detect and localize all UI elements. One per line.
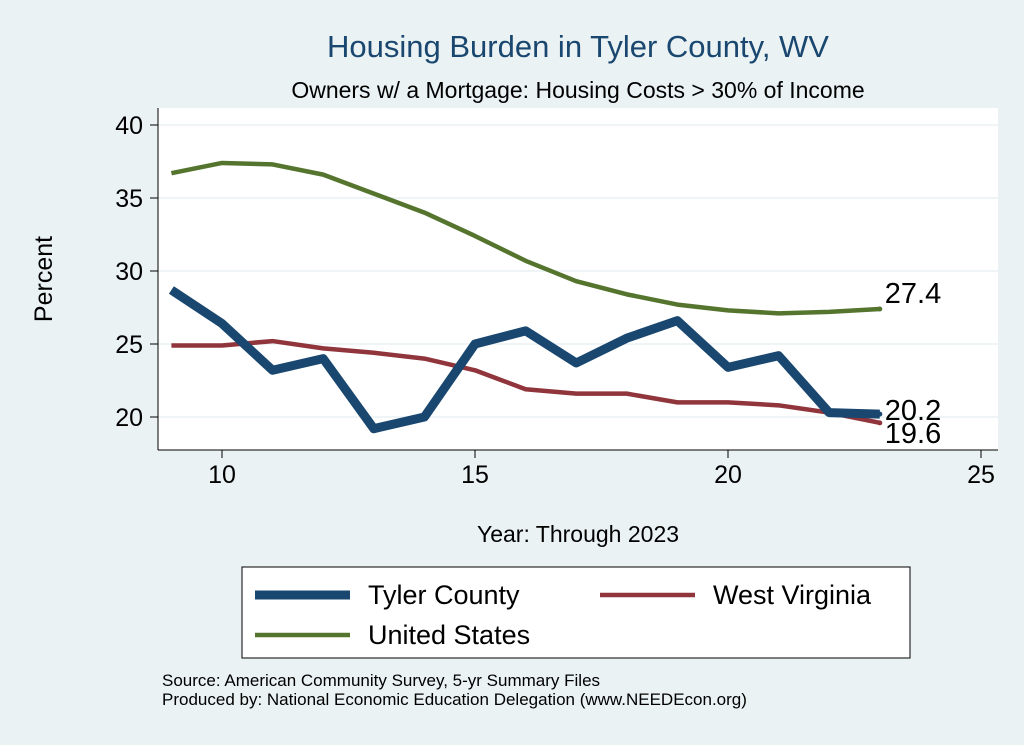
x-axis-label: Year: Through 2023	[477, 521, 679, 547]
chart-title: Housing Burden in Tyler County, WV	[327, 29, 829, 64]
end-value-label: 19.6	[885, 418, 941, 450]
legend-label: United States	[368, 620, 530, 650]
end-point	[877, 411, 883, 417]
y-tick-label: 30	[115, 258, 143, 286]
y-tick-label: 35	[115, 185, 143, 213]
x-tick-label: 15	[461, 461, 489, 489]
source-note: Source: American Community Survey, 5-yr …	[162, 671, 601, 690]
y-axis-label: Percent	[30, 236, 58, 322]
series-line-tyler-county	[168, 286, 880, 434]
x-tick-label: 20	[714, 461, 742, 489]
y-tick-label: 40	[115, 112, 143, 140]
x-tick-label: 25	[967, 461, 995, 489]
chart-subtitle: Owners w/ a Mortgage: Housing Costs > 30…	[291, 77, 864, 103]
end-point	[877, 420, 883, 426]
end-point	[877, 306, 883, 312]
end-value-label: 20.2	[885, 395, 941, 427]
producer-note: Produced by: National Economic Education…	[162, 690, 747, 709]
plot-area	[158, 108, 998, 450]
y-tick-label: 20	[115, 404, 143, 432]
legend-box	[241, 566, 911, 659]
y-tick-label: 25	[115, 331, 143, 359]
legend-label: Tyler County	[368, 580, 520, 610]
legend-label: West Virginia	[713, 580, 872, 610]
series-line-united-states	[170, 160, 880, 316]
series-line-west-virginia	[171, 338, 881, 426]
end-value-label: 27.4	[885, 278, 941, 310]
x-tick-label: 10	[208, 461, 236, 489]
